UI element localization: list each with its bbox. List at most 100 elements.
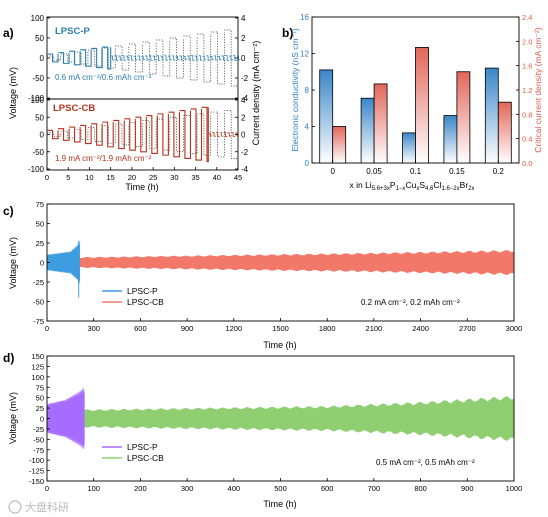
panel-a-x-tick-label: 10 [85,173,93,182]
panel-a-y-label: Voltage (mV) [8,67,18,119]
panel-d-y-tick-label: -100 [29,456,44,465]
panel-b-x-label-part: P [390,180,396,190]
a-bot-right-tick-label: 0 [241,131,246,140]
panel-d-envelope-lpsc-cb [46,396,515,441]
panel-a-bottom-plot [47,106,239,163]
a-top-y-tick-label: 100 [31,14,45,23]
panel-c-x-tick-label: 1800 [319,324,336,333]
panel-b-x-label-part: Cu [405,180,416,190]
panel-b-x-label-part: Cl [433,180,441,190]
panel-d-y-tick-label: 75 [36,383,44,392]
panel-d-x-tick-label: 100 [87,484,100,493]
panel-b-right-tick-label: 0.4 [522,135,532,144]
a-top-y-tick-label: 0 [40,54,45,63]
panel-c-annotation: 0.2 mA cm⁻², 0.2 mAh cm⁻² [361,298,460,307]
panel-d: d) -150-125-100-75-50-250255075100125150… [3,351,522,509]
panel-c-envelope-lpsc-cb [46,250,515,275]
panel-b-letter: b) [282,26,293,40]
a-bot-right-tick-label: 2 [241,113,246,122]
panel-c-x-tick-label: 600 [134,324,147,333]
panel-a-x-tick-label: 30 [170,173,178,182]
a-bot-right-tick-label: 4 [241,96,246,105]
panel-d-letter: d) [3,351,14,365]
panel-b-left-tick-label: 4 [305,123,310,132]
bar-critical-current-density [415,47,429,164]
a-bot-y-tick-label: 100 [31,96,45,105]
panel-b-x-label: x in Li5.6+3x P1−x Cux S4.6 Cl1.6−2x Br2… [349,180,474,192]
panel-d-x-tick-label: 900 [461,484,474,493]
a-bot-y-tick-label: -100 [28,165,45,174]
bar-critical-current-density [373,83,388,164]
panel-b-x-label-part: x in Li [349,180,371,190]
panel-d-x-tick-label: 800 [414,484,427,493]
watermark: 大盘科研 [8,500,69,514]
panel-c-y-tick-label: 25 [36,239,44,248]
panel-a-bottom-series-label: LPSC-CB [53,103,95,114]
a-top-right-tick-label: 2 [241,34,246,43]
panel-a-bottom-y-ticks: -100 -50 0 50 100 [28,96,50,174]
panel-d-y-tick-label: 125 [31,362,44,371]
panel-a-x-tick-label: 45 [234,173,242,182]
a-top-current-density-trace [47,29,239,87]
a-top-right-tick-label: -2 [241,74,249,83]
panel-b-right-y-label: Critical current density (mA cm⁻²) [533,27,543,153]
panel-c-y-tick-label: 0 [40,259,44,268]
panel-c-letter: c) [3,204,14,218]
panel-c-y-tick-label: -75 [33,317,44,326]
panel-d-x-tick-label: 600 [321,484,334,493]
a-bot-voltage-after-failure [208,132,239,137]
panel-c-legend-label-lpsc-p: LPSC-P [127,286,158,296]
panel-b-x-tick-label: 0.1 [410,167,422,176]
bar-critical-current-density [497,101,512,164]
panel-b-x-label-part: x [416,186,419,192]
a-top-right-tick-label: 4 [241,14,246,23]
bar-electronic-conductivity [484,67,499,164]
panel-d-x-tick-label: 300 [181,484,194,493]
panel-b-right-tick-label: 2.0 [522,37,532,46]
panel-b-x-ticks: 0 0.05 0.1 0.15 0.2 [330,160,504,176]
panel-b-x-tick-label: 0.05 [366,167,382,176]
panel-c-x-label: Time (h) [263,340,296,350]
panel-a-letter: a) [3,26,14,40]
bar-electronic-conductivity [443,115,458,164]
watermark-text: 大盘科研 [25,500,69,514]
panel-d-x-tick-label: 700 [368,484,381,493]
panel-b-right-tick-label: 0.8 [522,110,532,119]
a-top-voltage-after-failure [110,55,241,61]
panel-c-x-tick-label: 2400 [412,324,429,333]
panel-d-x-tick-label: 500 [274,484,287,493]
a-top-right-tick-label: 0 [241,54,246,63]
panel-a-right-y-label: Current density (mA cm⁻²) [251,41,261,146]
panel-b-left-tick-label: 16 [300,13,309,22]
panel-a-top-series-label: LPSC-P [55,26,91,37]
panel-c-y-ticks: -75 -50 -25 0 25 50 75 [33,200,50,326]
panel-b-x-label-part: 1.6−2x [441,186,459,192]
bar-critical-current-density [332,126,347,164]
panel-d-x-tick-label: 200 [134,484,147,493]
a-top-y-tick-label: -100 [28,94,45,103]
panel-c-x-tick-label: 300 [87,324,100,333]
panel-c-plot [46,240,515,298]
panel-c-y-tick-label: 50 [36,220,44,229]
panel-a-bottom-right-ticks: -4 -2 0 2 4 [235,96,249,174]
panel-b-x-tick-label: 0 [330,167,335,176]
panel-d-x-tick-label: 400 [228,484,241,493]
panel-d-y-tick-label: 50 [36,394,44,403]
panel-b-left-tick-label: 0 [305,159,310,168]
panel-a-x-tick-label: 15 [106,173,114,182]
panel-c-y-label: Voltage (mV) [8,237,18,289]
panel-b-right-tick-label: 0.0 [522,159,532,168]
bar-electronic-conductivity [360,97,375,164]
panel-a-top-plot [47,29,241,87]
panel-d-y-tick-label: -75 [33,446,44,455]
panel-b-x-label-part: 5.6+3x [372,186,390,192]
panel-c-y-tick-label: -25 [33,278,44,287]
panel-d-x-ticks: 0 100 200 300 400 500 600 700 800 900 1000 [45,478,522,493]
a-top-y-tick-label: -50 [32,74,44,83]
panel-d-legend-label-lpsc-cb: LPSC-CB [127,453,164,463]
panel-a-x-ticks: 0 5 10 15 20 25 30 35 40 45 [45,167,242,182]
panel-b-right-tick-label: 1.6 [522,62,532,71]
panel-c-x-tick-label: 900 [181,324,194,333]
